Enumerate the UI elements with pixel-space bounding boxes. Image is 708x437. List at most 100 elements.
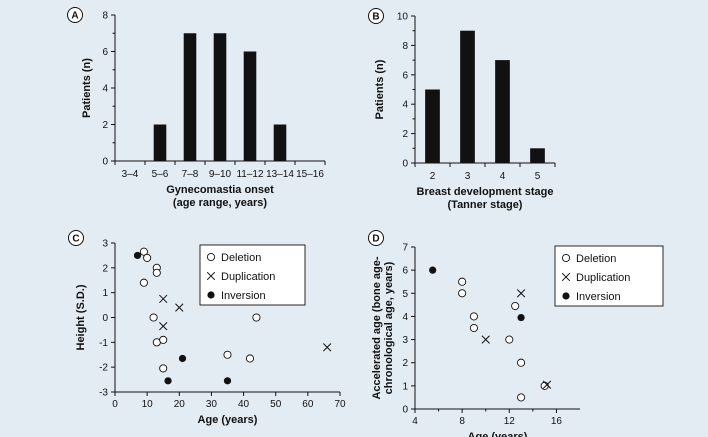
bar — [213, 33, 227, 161]
panel-label-circle — [67, 7, 83, 23]
y-tick-label: -2 — [99, 363, 108, 374]
data-point-inversion — [223, 377, 232, 385]
legend-box — [199, 244, 306, 306]
cross-stroke — [516, 289, 526, 298]
cross-stroke — [175, 303, 184, 312]
legend-box — [554, 245, 664, 307]
data-point-deletion — [139, 247, 148, 256]
panel-label: C — [72, 234, 79, 245]
y-tick-label: 10 — [397, 12, 409, 23]
legend-marker-inversion — [207, 291, 215, 299]
data-point-deletion — [149, 313, 158, 322]
x-tick-label: 4 — [412, 416, 418, 427]
panel-label-circle — [368, 230, 384, 246]
legend-marker-duplication — [561, 272, 571, 282]
data-point-duplication — [159, 294, 168, 304]
x-tick-label: 4 — [500, 171, 506, 182]
y-tick-label: 6 — [402, 70, 408, 81]
y-tick-label: 1 — [102, 288, 108, 299]
y-tick-label: 2 — [102, 263, 108, 274]
x-tick-label: 15–16 — [296, 169, 324, 180]
y-tick-label: 8 — [102, 11, 108, 22]
x-tick-label: 70 — [334, 399, 346, 410]
y-tick-label: 6 — [402, 266, 408, 277]
y-tick-label: 2 — [402, 358, 408, 369]
data-point-duplication — [516, 289, 526, 298]
x-axis-title: (Tanner stage) — [448, 199, 523, 211]
y-tick-label: 2 — [102, 120, 108, 131]
x-tick-label: 40 — [238, 399, 250, 410]
bar — [495, 60, 510, 163]
x-tick-label: 13–14 — [266, 169, 294, 180]
panel-C: C -3 -2 -1 0 1 2 3 Height (S.D.) 0 10 20 30 40 50 60 70 A… — [68, 230, 346, 426]
x-tick-label: 10 — [142, 399, 154, 410]
bar — [460, 30, 475, 164]
x-tick-label: 30 — [206, 399, 218, 410]
x-tick-label: 12 — [504, 416, 516, 427]
x-tick-label: 5–6 — [152, 169, 169, 180]
data-point-inversion — [429, 266, 437, 274]
data-point-inversion — [517, 313, 525, 322]
data-point-deletion — [517, 393, 526, 402]
legend-label: Deletion — [221, 252, 261, 264]
y-tick-label: 4 — [402, 100, 408, 111]
y-tick-label: 8 — [402, 41, 408, 52]
y-axis-title: Patients (n) — [81, 58, 93, 118]
x-axis-title: Gynecomastia onset — [166, 184, 274, 196]
panel-A: A 0 2 4 6 8 Patients (n) 3–4 5–6 7–8 9–10 11–12 13–1… — [67, 7, 326, 209]
data-point-duplication — [542, 380, 552, 389]
data-point-deletion — [252, 313, 261, 322]
x-tick-label: 9–10 — [209, 169, 232, 180]
legend-label: Duplication — [576, 272, 630, 284]
panel-label-circle — [68, 230, 84, 246]
y-axis-title: Height (S.D.) — [75, 284, 87, 350]
data-point-inversion — [164, 377, 172, 385]
x-tick-label: 5 — [535, 171, 541, 182]
y-tick-label: 0 — [402, 405, 408, 416]
x-tick-label: 8 — [459, 416, 465, 427]
bar — [153, 124, 167, 161]
x-tick-label: 2 — [430, 171, 436, 182]
panel-B: B 0 2 4 6 8 10 Patients (n) 2 3 4 5 Breast developme… — [368, 8, 556, 211]
y-tick-label: 0 — [102, 157, 108, 168]
y-tick-label: 0 — [402, 159, 408, 170]
x-tick-label: 11–12 — [236, 169, 264, 180]
x-tick-label: 16 — [551, 416, 563, 427]
data-point-deletion — [245, 354, 255, 363]
y-tick-label: 6 — [102, 47, 108, 58]
legend-label: Inversion — [576, 291, 621, 303]
cross-stroke — [159, 322, 168, 331]
x-tick-label: 0 — [112, 399, 118, 410]
bar — [243, 51, 257, 161]
data-point-deletion — [458, 277, 467, 286]
y-tick-label: 4 — [402, 312, 408, 323]
data-point-inversion — [133, 251, 142, 260]
legend-label: Deletion — [576, 253, 616, 265]
cross-stroke — [322, 343, 332, 352]
x-axis-title: Breast development stage — [417, 186, 554, 198]
x-tick-label: 3 — [465, 171, 471, 182]
bar — [273, 124, 287, 161]
bar — [530, 148, 545, 163]
panel-label-circle — [368, 8, 384, 24]
data-point-duplication — [322, 343, 332, 352]
x-tick-label: 60 — [302, 399, 314, 410]
data-point-duplication — [159, 322, 168, 331]
y-tick-label: 5 — [402, 289, 408, 300]
data-point-duplication — [481, 335, 490, 344]
y-tick-label: 4 — [102, 84, 108, 95]
cross-stroke — [481, 335, 490, 344]
x-tick-label: 7–8 — [182, 169, 199, 180]
data-point-deletion — [223, 350, 232, 359]
x-axis-title: Age (years) — [468, 431, 528, 437]
x-tick-label: 50 — [270, 399, 282, 410]
data-point-deletion — [469, 312, 478, 321]
y-tick-label: 1 — [402, 381, 408, 392]
bar — [425, 89, 440, 163]
y-axis-title: chronological age, years) — [383, 261, 395, 394]
y-tick-label: 7 — [402, 243, 408, 254]
x-tick-label: 20 — [174, 399, 186, 410]
y-tick-label: -1 — [99, 338, 108, 349]
